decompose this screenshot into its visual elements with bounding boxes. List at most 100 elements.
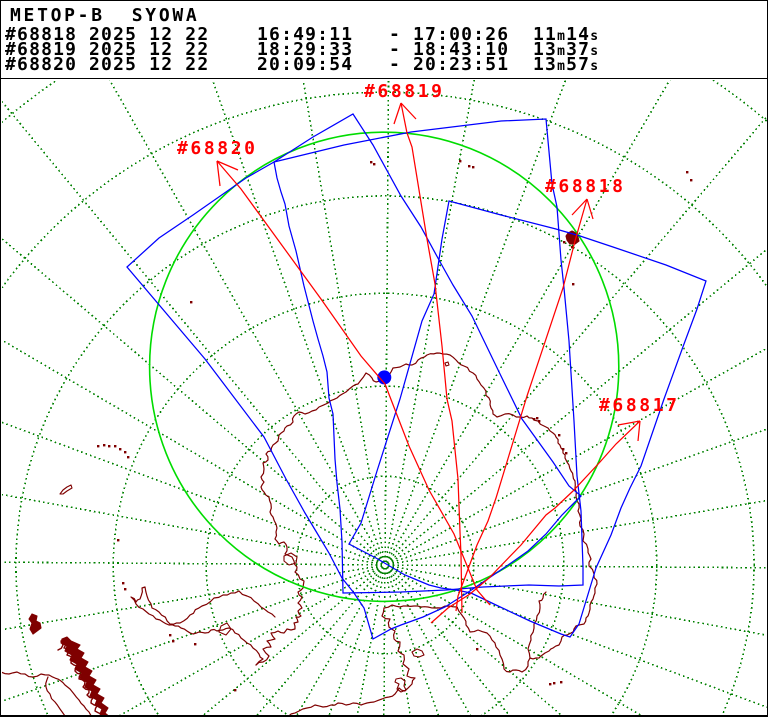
island-dot: [468, 165, 471, 168]
pass-orbit-number: #68818: [5, 24, 78, 45]
pass-row: #68819 2025 12 22 18:29:33 - 18:43:10 13…: [1, 39, 767, 60]
pass-time-separator: -: [389, 39, 402, 60]
pass-label-68818: #68818: [545, 176, 626, 197]
coastline: [2, 160, 693, 715]
meridian-line: [119, 565, 383, 715]
track-arrow-barb: [400, 102, 417, 120]
meridian-line: [2, 565, 383, 703]
meridian-line: [387, 564, 767, 569]
track-arrow-barb: [393, 102, 402, 125]
parallel-circle: [15, 195, 755, 715]
island-dot: [194, 643, 197, 646]
island-dot: [536, 417, 539, 420]
pass-duration: 13m37s: [533, 39, 600, 60]
island-falkland-islands: [28, 613, 42, 635]
island-dot: [370, 161, 373, 164]
station-marker: [377, 370, 392, 385]
pass-date: 2025 12 22: [89, 39, 210, 60]
island-dot: [560, 681, 563, 684]
island-shelf-cluster: [394, 677, 407, 693]
island-dot: [533, 418, 536, 421]
island-dot: [103, 444, 106, 447]
island-dot: [472, 166, 475, 169]
pass-aos-time: 18:29:33: [257, 39, 354, 60]
pass-aos-time: 16:49:11: [257, 24, 354, 45]
island-south-georgia: [59, 484, 73, 495]
track-68818: [455, 198, 588, 612]
pass-orbit-number: #68820: [5, 54, 78, 75]
island-dot: [373, 163, 376, 166]
island-filchner-hook: [411, 648, 425, 658]
meridian-line: [108, 80, 385, 563]
parallel-circle: [295, 475, 475, 655]
parallel-circle: [112, 292, 658, 715]
island-dot: [122, 582, 125, 585]
pass-los-time: 18:43:10: [413, 39, 510, 60]
track-arrow-barb: [617, 420, 641, 426]
track-68819: [400, 102, 463, 614]
island-dot: [169, 634, 172, 637]
title-line: METOP-B SYOWA: [10, 5, 199, 26]
pass-row: #68818 2025 12 22 16:49:11 - 17:00:26 11…: [1, 24, 767, 45]
track-arrow-barb: [216, 160, 221, 187]
island-dot: [114, 445, 117, 448]
pass-los-time: 17:00:26: [413, 24, 510, 45]
island-dot: [124, 588, 127, 591]
island-dot: [553, 682, 556, 685]
swath-68819: [273, 118, 584, 594]
island-dot: [459, 160, 462, 163]
meridian-line: [211, 80, 385, 563]
satellite-name: METOP-B: [10, 5, 105, 26]
track-68817: [430, 420, 641, 624]
meridian-line: [386, 115, 767, 564]
island-dot: [565, 452, 568, 455]
meridian-line: [385, 80, 671, 563]
island-dot: [127, 456, 130, 459]
island-dot: [97, 445, 100, 448]
coast-ross-inner-shore: [527, 591, 547, 659]
pass-duration: 13m57s: [533, 54, 600, 75]
island-dot: [190, 301, 193, 304]
island-dot: [558, 434, 561, 437]
pass-aos-time: 20:09:54: [257, 54, 354, 75]
swaths: [126, 113, 707, 640]
station-name: SYOWA: [131, 5, 200, 26]
meridian-line: [2, 421, 383, 565]
pass-orbit-number: #68819: [5, 39, 78, 60]
pass-date: 2025 12 22: [89, 24, 210, 45]
pass-list-header: METOP-B SYOWA #68818 2025 12 22 16:49:11 …: [1, 1, 767, 79]
coast-antarctic-peninsula: [130, 586, 276, 666]
island-dot: [562, 448, 565, 451]
pass-row: #68820 2025 12 22 20:09:54 - 20:23:51 13…: [1, 54, 767, 75]
island-dot: [476, 648, 479, 651]
meridian-line: [295, 567, 385, 715]
island-dot: [234, 689, 237, 692]
island-coast-islet: [444, 361, 450, 367]
pass-los-time: 20:23:51: [413, 54, 510, 75]
island-dot: [538, 420, 541, 423]
island-dot: [172, 640, 175, 643]
island-dot: [686, 171, 689, 174]
meridian-line: [328, 567, 385, 715]
meridian-line: [387, 499, 767, 566]
meridian-line: [2, 100, 384, 564]
meridian-line: [383, 567, 386, 715]
island-james-ross-island: [218, 622, 232, 636]
coast-south-america-west-line: [45, 676, 66, 715]
pass-label-68817: #68817: [599, 395, 680, 416]
track-arrow-barb: [586, 198, 594, 220]
island-dot: [571, 246, 574, 249]
swath-68820: [126, 113, 582, 640]
island-dot: [690, 179, 693, 182]
island-dot: [549, 683, 552, 686]
coast-south-america-coast: [2, 671, 92, 715]
swath-68818: [348, 200, 707, 638]
track-arrow-barb: [571, 198, 588, 216]
island-dot: [108, 445, 111, 448]
horizon-circle: [148, 131, 620, 603]
tracks: #68817 #68818 #68819 #68820: [177, 81, 680, 624]
